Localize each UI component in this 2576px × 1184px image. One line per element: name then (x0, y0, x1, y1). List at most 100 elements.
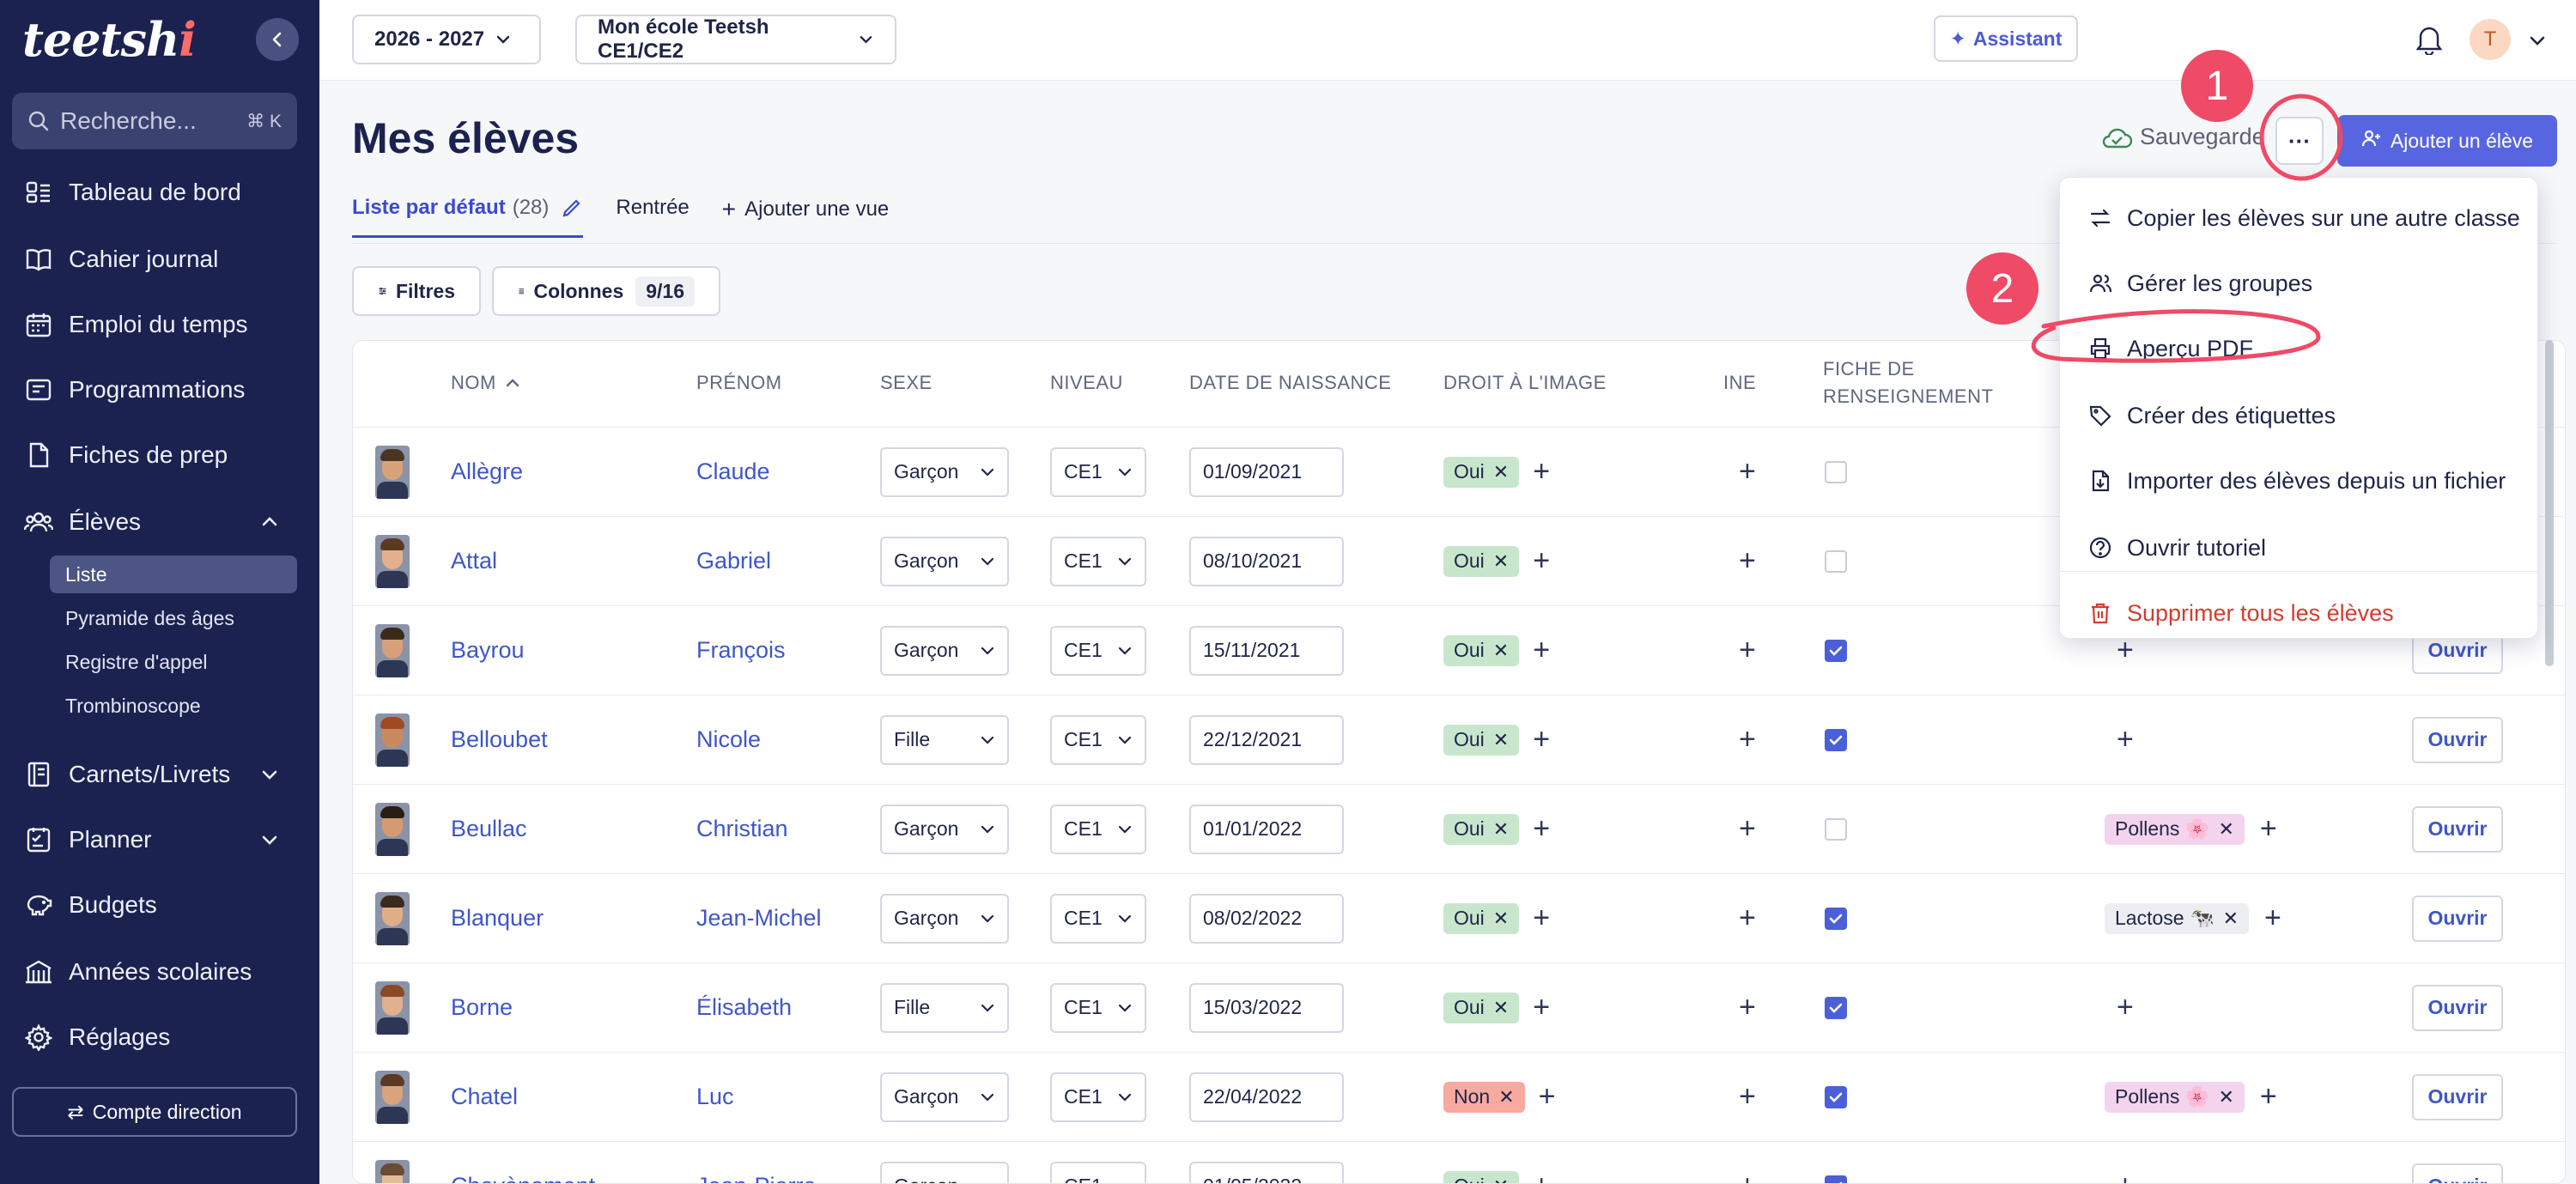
student-last-name[interactable]: Borne (451, 994, 513, 1020)
student-first-name[interactable]: François (696, 637, 786, 663)
add-tag-icon[interactable]: + (1533, 634, 1551, 666)
birthdate-input[interactable]: 15/03/2022 (1189, 982, 1344, 1033)
add-ine-icon[interactable]: + (1739, 902, 1756, 934)
remove-tag-icon[interactable]: ✕ (1492, 639, 1510, 661)
header-droit-image[interactable]: Droit à l'image (1443, 372, 1607, 393)
birthdate-input[interactable]: 22/04/2022 (1189, 1072, 1344, 1122)
sexe-select[interactable]: Fille (880, 714, 1009, 765)
header-sexe[interactable]: Sexe (880, 372, 933, 393)
add-ine-icon[interactable]: + (1739, 723, 1756, 756)
add-allergy-icon[interactable]: + (2264, 902, 2281, 934)
student-first-name[interactable]: Nicole (696, 726, 762, 752)
tab-liste-par-defaut[interactable]: Liste par défaut (28) (352, 196, 584, 238)
fiche-checkbox[interactable] (1825, 1085, 1847, 1108)
add-student-button[interactable]: Ajouter un élève (2337, 115, 2557, 167)
student-last-name[interactable]: Blanquer (451, 905, 544, 931)
columns-button[interactable]: Colonnes 9/16 (492, 266, 720, 316)
niveau-select[interactable]: CE1 (1050, 536, 1146, 586)
sidebar-item-annees-scolaires[interactable]: Années scolaires (0, 946, 319, 998)
add-tag-icon[interactable]: + (1533, 455, 1551, 488)
student-last-name[interactable]: Chevènement (451, 1142, 595, 1183)
niveau-select[interactable]: CE1 (1050, 893, 1146, 944)
add-tag-icon[interactable]: + (1533, 544, 1551, 577)
add-allergy-icon[interactable]: + (2117, 1169, 2134, 1183)
niveau-select[interactable]: CE1 (1050, 714, 1146, 765)
header-prenom[interactable]: Prénom (696, 372, 782, 393)
open-student-button[interactable]: Ouvrir (2412, 984, 2503, 1031)
remove-tag-icon[interactable]: ✕ (1492, 907, 1510, 929)
student-first-name[interactable]: Jean-Michel (696, 905, 822, 931)
add-ine-icon[interactable]: + (1739, 1169, 1756, 1183)
student-first-name[interactable]: Gabriel (696, 548, 772, 574)
sexe-select[interactable]: Garçon (880, 893, 1009, 944)
fiche-checkbox[interactable] (1825, 907, 1847, 930)
sexe-select[interactable]: Garçon (880, 536, 1009, 586)
more-options-button[interactable]: ··· (2275, 117, 2324, 165)
remove-tag-icon[interactable]: ✕ (1492, 549, 1510, 572)
header-ine[interactable]: INE (1723, 372, 1757, 393)
remove-tag-icon[interactable]: ✕ (1492, 817, 1510, 840)
open-student-button[interactable]: Ouvrir (2412, 805, 2503, 853)
birthdate-input[interactable]: 01/09/2021 (1189, 446, 1344, 497)
menu-item-importer[interactable]: Importer des élèves depuis un fichier (2060, 449, 2539, 513)
search-input[interactable]: Recherche... ⌘ K (12, 93, 297, 149)
birthdate-input[interactable]: 08/10/2021 (1189, 536, 1344, 586)
student-last-name[interactable]: Chatel (451, 1084, 519, 1109)
remove-tag-icon[interactable]: ✕ (2218, 817, 2234, 840)
menu-item-supprimer-tous[interactable]: Supprimer tous les élèves (2060, 581, 2539, 645)
sidebar-item-carnets-livrets[interactable]: Carnets/Livrets (0, 749, 319, 800)
add-ine-icon[interactable]: + (1739, 544, 1756, 577)
add-allergy-icon[interactable]: + (2117, 634, 2134, 666)
fiche-checkbox[interactable] (1825, 639, 1847, 662)
open-student-button[interactable]: Ouvrir (2412, 716, 2503, 763)
sidebar-subitem-registre[interactable]: Registre d'appel (65, 650, 208, 673)
sexe-select[interactable]: Garçon (880, 804, 1009, 854)
menu-item-etiquettes[interactable]: Créer des étiquettes (2060, 384, 2539, 447)
student-first-name[interactable]: Jean-Pierre (696, 1142, 817, 1183)
sidebar-item-planner[interactable]: Planner (0, 814, 319, 865)
sexe-select[interactable]: Garçon (880, 1072, 1009, 1122)
menu-item-gerer-groupes[interactable]: Gérer les groupes (2060, 252, 2539, 315)
fiche-checkbox[interactable] (1825, 996, 1847, 1019)
sidebar-item-budgets[interactable]: Budgets (0, 879, 319, 931)
table-scrollbar[interactable] (2545, 340, 2554, 666)
sidebar-item-fiches-de-prep[interactable]: Fiches de prep (0, 429, 319, 481)
sexe-select[interactable]: Garçon (880, 1161, 1009, 1183)
sexe-select[interactable]: Fille (880, 982, 1009, 1033)
add-ine-icon[interactable]: + (1739, 634, 1756, 666)
school-select[interactable]: Mon école Teetsh CE1/CE2 (575, 15, 896, 64)
add-allergy-icon[interactable]: + (2117, 723, 2134, 756)
menu-item-apercu-pdf[interactable]: Aperçu PDF (2060, 317, 2539, 380)
fiche-checkbox[interactable] (1825, 728, 1847, 751)
student-last-name[interactable]: Bayrou (451, 637, 525, 663)
year-select[interactable]: 2026 - 2027 (352, 15, 541, 64)
fiche-checkbox[interactable] (1825, 549, 1847, 573)
add-tag-icon[interactable]: + (1533, 902, 1551, 934)
add-allergy-icon[interactable]: + (2117, 991, 2134, 1023)
remove-tag-icon[interactable]: ✕ (1498, 1085, 1515, 1108)
add-allergy-icon[interactable]: + (2259, 1080, 2277, 1113)
fiche-checkbox[interactable] (1825, 1175, 1847, 1183)
niveau-select[interactable]: CE1 (1050, 1072, 1146, 1122)
app-logo[interactable]: teetshi (22, 12, 197, 67)
pencil-icon[interactable] (561, 197, 583, 219)
add-tag-icon[interactable]: + (1533, 723, 1551, 756)
niveau-select[interactable]: CE1 (1050, 804, 1146, 854)
header-fiche[interactable]: Fiche de renseignement (1823, 358, 1994, 407)
chevron-down-icon[interactable] (2528, 31, 2547, 50)
menu-item-copier[interactable]: Copier les élèves sur une autre classe (2060, 186, 2539, 250)
add-ine-icon[interactable]: + (1739, 1080, 1756, 1113)
niveau-select[interactable]: CE1 (1050, 446, 1146, 497)
add-tag-icon[interactable]: + (1533, 1169, 1550, 1183)
sexe-select[interactable]: Garçon (880, 446, 1009, 497)
sexe-select[interactable]: Garçon (880, 625, 1009, 676)
add-view-button[interactable]: + Ajouter une vue (721, 196, 890, 222)
compte-direction-button[interactable]: ⇄ Compte direction (12, 1087, 297, 1137)
fiche-checkbox[interactable] (1825, 817, 1847, 841)
bell-icon[interactable] (2415, 24, 2444, 55)
remove-tag-icon[interactable]: ✕ (2222, 907, 2239, 929)
sidebar-item-cahier-journal[interactable]: Cahier journal (0, 234, 319, 285)
remove-tag-icon[interactable]: ✕ (2218, 1085, 2234, 1108)
open-student-button[interactable]: Ouvrir (2412, 895, 2503, 942)
birthdate-input[interactable]: 01/01/2022 (1189, 804, 1344, 854)
